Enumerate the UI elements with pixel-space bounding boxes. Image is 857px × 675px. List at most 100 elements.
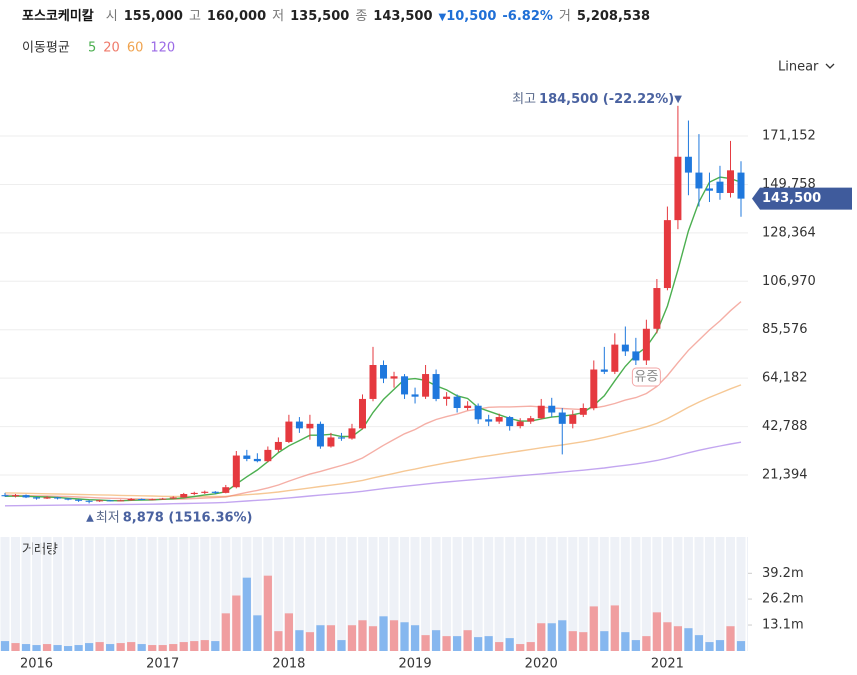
candle-body (579, 407, 587, 415)
volume-bar (284, 613, 293, 651)
candle-body (632, 351, 640, 361)
volume-bar (53, 645, 62, 651)
volume-bar (221, 613, 230, 651)
high-annotation: 최고 184,500 (-22.22%)▼ (512, 91, 682, 106)
candle-body (695, 172, 703, 189)
y-tick-label: 106,970 (762, 274, 816, 289)
low-value: 135,500 (290, 9, 350, 24)
volume-bar (400, 622, 409, 651)
candle-body (380, 364, 388, 379)
moving-average-line (4, 176, 742, 502)
low-label: 저 (272, 9, 285, 24)
candle-body (306, 423, 314, 429)
moving-average-line (4, 301, 742, 500)
volume-bar (305, 632, 315, 651)
candle-body (663, 220, 671, 289)
volume-bar (347, 625, 357, 651)
x-tick-label: 2017 (146, 657, 179, 672)
y-tick-label: 171,152 (762, 129, 816, 144)
volume-bar (21, 644, 31, 651)
candle-body (506, 417, 514, 427)
volume-bar (463, 630, 472, 651)
candle-body (22, 495, 30, 498)
volume-bar (694, 635, 704, 651)
candle-body (327, 437, 335, 447)
candle-body (558, 412, 566, 424)
volume-bar (200, 640, 209, 651)
dropdown-icon[interactable] (825, 63, 835, 69)
candle-body (337, 437, 345, 439)
legend-entry: 60 (127, 41, 144, 56)
volume-bar (253, 615, 262, 651)
candle-body (642, 328, 650, 361)
change-pct: -6.82% (502, 9, 553, 24)
moving-average-line (4, 384, 742, 498)
volume-bar (127, 642, 136, 651)
y-tick-label: 21,394 (762, 468, 808, 483)
volume-tick-label: 39.2m (762, 566, 804, 581)
candle-body (474, 405, 482, 420)
volume-bar (579, 632, 588, 651)
volume-bar (337, 640, 346, 651)
volume-bar (684, 628, 693, 651)
candle-body (443, 396, 451, 399)
volume-bar (421, 635, 430, 651)
volume-bar (736, 641, 746, 651)
candle-body (211, 491, 219, 493)
volume-bar (673, 626, 683, 651)
candle-body (600, 369, 608, 372)
volume-bar (453, 636, 462, 651)
candle-body (106, 500, 114, 502)
candle-body (201, 491, 209, 493)
candle-body (611, 344, 619, 372)
high-value: 160,000 (206, 9, 267, 24)
volume-bar (263, 575, 272, 651)
candle-body (190, 492, 198, 495)
candle-body (96, 500, 104, 502)
candle-body (295, 421, 303, 429)
volume-bar (505, 638, 514, 651)
candle-body (726, 170, 734, 193)
candle-body (485, 419, 493, 422)
scale-button[interactable]: Linear (778, 60, 819, 75)
high-label: 고 (188, 9, 201, 24)
event-marker: 유증 (634, 369, 658, 384)
candle-body (148, 499, 156, 501)
candle-body (180, 494, 188, 498)
legend-entry: 20 (103, 41, 120, 56)
volume-bar (190, 641, 199, 651)
candle-body (411, 394, 419, 397)
volume-bar (652, 612, 661, 651)
candle-body (737, 172, 745, 199)
volume-bar (600, 631, 609, 651)
candle-body (64, 498, 72, 500)
volume-bar (516, 644, 525, 651)
volume-bar (169, 644, 178, 651)
volume-bar (663, 622, 672, 651)
candle-body (127, 498, 135, 501)
volume-label: 거 (558, 9, 571, 24)
volume-bar (526, 642, 535, 651)
volume-bar (642, 636, 651, 651)
volume-bar (242, 577, 251, 651)
candle-body (390, 376, 398, 379)
candle-body (253, 458, 261, 462)
y-tick-label: 64,182 (762, 371, 808, 386)
candle-body (548, 405, 556, 413)
volume-bar (715, 640, 725, 651)
volume-bar (106, 644, 115, 651)
volume-bar (589, 606, 598, 651)
volume-bar (179, 642, 188, 651)
volume-bar (379, 616, 388, 651)
candle-body (316, 423, 324, 447)
volume-tick-label: 13.1m (762, 618, 804, 633)
candle-body (232, 455, 240, 488)
volume-bar (316, 625, 325, 651)
event-marker-box (631, 367, 661, 387)
candle-body (159, 498, 167, 500)
candle-body (537, 405, 545, 419)
low-annotation: ▲ 최저 8,878 (1516.36%) (86, 510, 252, 525)
candle-body (453, 396, 461, 408)
